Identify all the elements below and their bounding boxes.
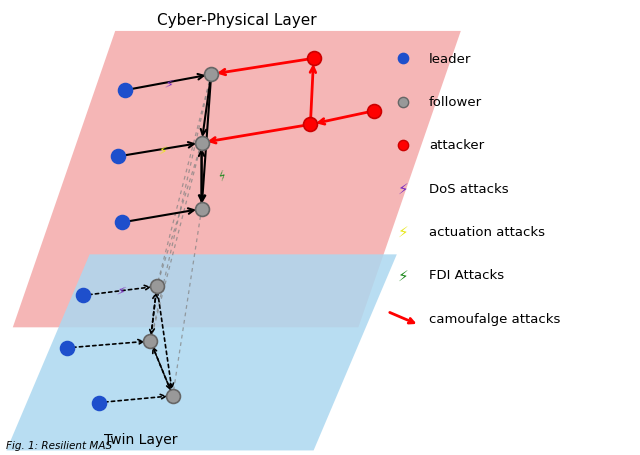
- Point: [145, 338, 156, 345]
- Text: ⚡: ⚡: [158, 143, 168, 157]
- Point: [398, 56, 408, 63]
- Text: ⚡: ⚡: [398, 268, 408, 283]
- Text: ⚡: ⚡: [116, 284, 127, 298]
- Text: ⚡: ⚡: [164, 77, 175, 91]
- Text: Fig. 1: Resilient MAS: Fig. 1: Resilient MAS: [6, 440, 113, 450]
- Text: DoS attacks: DoS attacks: [429, 182, 508, 195]
- Point: [120, 87, 130, 95]
- Point: [78, 292, 88, 299]
- Point: [168, 392, 178, 399]
- Point: [206, 71, 216, 79]
- Point: [398, 142, 408, 149]
- Text: FDI Attacks: FDI Attacks: [429, 269, 504, 282]
- Text: ⚡: ⚡: [216, 167, 230, 183]
- Text: Cyber-Physical Layer: Cyber-Physical Layer: [157, 13, 317, 28]
- Point: [116, 219, 127, 227]
- Point: [152, 283, 162, 290]
- Text: follower: follower: [429, 96, 482, 109]
- Point: [196, 140, 207, 147]
- Point: [196, 206, 207, 213]
- Text: camoufalge attacks: camoufalge attacks: [429, 312, 560, 325]
- Text: actuation attacks: actuation attacks: [429, 226, 545, 238]
- Text: attacker: attacker: [429, 139, 484, 152]
- Point: [305, 121, 316, 129]
- Text: ⚡: ⚡: [398, 182, 408, 196]
- Point: [308, 56, 319, 63]
- Polygon shape: [6, 255, 397, 450]
- Polygon shape: [13, 32, 461, 328]
- Text: Twin Layer: Twin Layer: [104, 432, 177, 446]
- Point: [369, 108, 380, 115]
- Point: [94, 399, 104, 406]
- Text: ⚡: ⚡: [398, 225, 408, 239]
- Point: [398, 99, 408, 106]
- Point: [62, 344, 72, 352]
- Point: [113, 153, 124, 161]
- Text: leader: leader: [429, 53, 471, 66]
